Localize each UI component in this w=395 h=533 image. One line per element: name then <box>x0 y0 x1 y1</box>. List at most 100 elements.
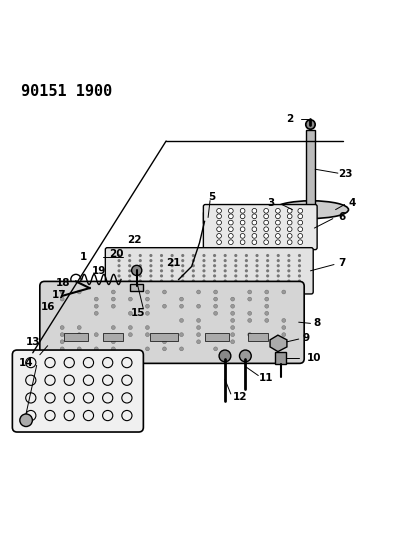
Text: 14: 14 <box>19 358 33 368</box>
Circle shape <box>117 259 120 262</box>
Circle shape <box>149 274 152 278</box>
Circle shape <box>181 259 184 262</box>
Circle shape <box>145 333 149 337</box>
Bar <box>130 284 143 291</box>
Circle shape <box>298 259 301 262</box>
Circle shape <box>234 279 237 282</box>
Circle shape <box>248 311 252 316</box>
Circle shape <box>139 254 142 257</box>
Circle shape <box>298 285 301 288</box>
Circle shape <box>252 208 257 213</box>
Circle shape <box>181 274 184 278</box>
Circle shape <box>171 254 174 257</box>
Circle shape <box>217 214 222 219</box>
Circle shape <box>224 269 227 272</box>
Circle shape <box>139 269 142 272</box>
Circle shape <box>117 274 120 278</box>
Circle shape <box>192 269 195 272</box>
Circle shape <box>266 269 269 272</box>
Circle shape <box>287 233 292 238</box>
Circle shape <box>181 254 184 257</box>
Circle shape <box>298 254 301 257</box>
Circle shape <box>282 319 286 322</box>
Circle shape <box>266 274 269 278</box>
Circle shape <box>145 304 149 308</box>
Circle shape <box>276 233 280 238</box>
Circle shape <box>248 319 252 322</box>
Circle shape <box>234 269 237 272</box>
Bar <box>103 333 123 341</box>
Circle shape <box>264 214 269 219</box>
Circle shape <box>217 220 222 225</box>
Circle shape <box>298 279 301 282</box>
Circle shape <box>239 350 251 362</box>
Text: 4: 4 <box>349 198 356 208</box>
Circle shape <box>213 254 216 257</box>
Circle shape <box>77 333 81 337</box>
Circle shape <box>298 233 303 238</box>
Circle shape <box>265 297 269 301</box>
Circle shape <box>287 227 292 232</box>
Circle shape <box>77 326 81 329</box>
Circle shape <box>214 347 218 351</box>
Circle shape <box>197 319 201 322</box>
Circle shape <box>266 259 269 262</box>
Circle shape <box>282 333 286 337</box>
Circle shape <box>266 264 269 267</box>
Circle shape <box>276 279 280 282</box>
Text: 2: 2 <box>286 115 293 124</box>
Circle shape <box>192 279 195 282</box>
Text: 22: 22 <box>127 235 141 245</box>
Circle shape <box>180 319 183 322</box>
Circle shape <box>145 297 149 301</box>
Circle shape <box>20 414 32 426</box>
Bar <box>126 255 149 271</box>
Circle shape <box>77 290 81 294</box>
Circle shape <box>171 274 174 278</box>
Circle shape <box>202 264 205 267</box>
Circle shape <box>228 208 233 213</box>
Circle shape <box>265 319 269 322</box>
Text: 23: 23 <box>339 169 353 179</box>
Circle shape <box>111 347 115 351</box>
Circle shape <box>234 285 237 288</box>
Circle shape <box>264 227 269 232</box>
Bar <box>248 333 268 341</box>
Circle shape <box>248 290 252 294</box>
Bar <box>205 333 229 341</box>
Circle shape <box>77 347 81 351</box>
Text: 17: 17 <box>52 290 67 300</box>
Circle shape <box>240 208 245 213</box>
Circle shape <box>145 311 149 316</box>
Circle shape <box>287 220 292 225</box>
Circle shape <box>276 227 280 232</box>
Circle shape <box>248 333 252 337</box>
Circle shape <box>197 304 201 308</box>
Circle shape <box>111 297 115 301</box>
Circle shape <box>224 285 227 288</box>
Circle shape <box>287 285 290 288</box>
Polygon shape <box>270 335 287 352</box>
Circle shape <box>192 274 195 278</box>
Circle shape <box>111 326 115 329</box>
Circle shape <box>265 304 269 308</box>
Circle shape <box>213 274 216 278</box>
Circle shape <box>276 269 280 272</box>
Text: 9: 9 <box>303 333 310 343</box>
Circle shape <box>287 208 292 213</box>
Circle shape <box>160 285 163 288</box>
Circle shape <box>128 254 131 257</box>
Circle shape <box>234 274 237 278</box>
Circle shape <box>228 227 233 232</box>
Circle shape <box>224 279 227 282</box>
Text: 10: 10 <box>307 353 322 363</box>
Circle shape <box>287 264 290 267</box>
Circle shape <box>256 285 259 288</box>
Circle shape <box>149 279 152 282</box>
Circle shape <box>265 290 269 294</box>
Circle shape <box>180 347 183 351</box>
Text: 1: 1 <box>80 252 87 262</box>
Circle shape <box>60 340 64 344</box>
Circle shape <box>117 279 120 282</box>
Circle shape <box>298 274 301 278</box>
